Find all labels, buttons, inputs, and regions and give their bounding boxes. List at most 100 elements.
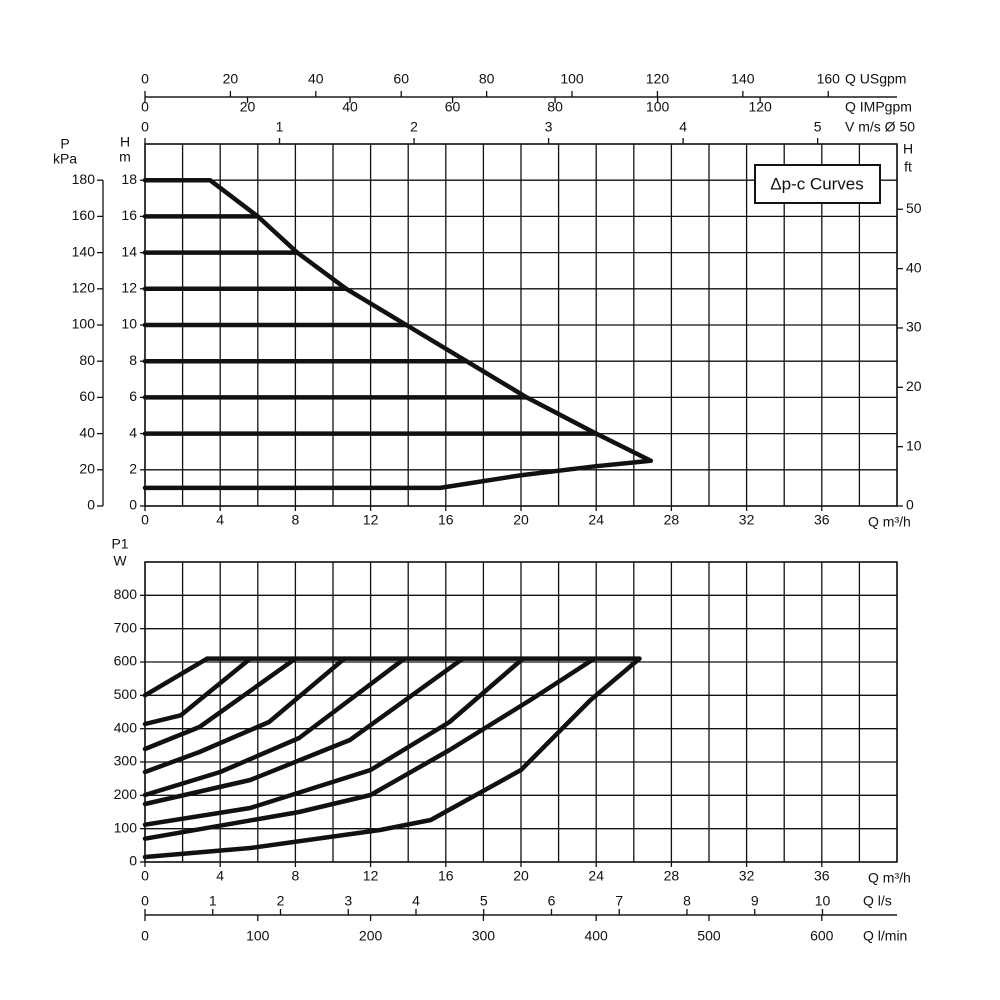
x-tick-label: 0 bbox=[141, 868, 149, 884]
x-tick-label: 16 bbox=[438, 868, 454, 884]
x-tick-label: 36 bbox=[814, 868, 830, 884]
axis-tick-label: 0 bbox=[141, 928, 149, 944]
x-axis-label: Q m³/h bbox=[868, 870, 911, 886]
axis-tick-label: 100 bbox=[560, 71, 584, 87]
y-tick-label: 4 bbox=[129, 424, 137, 440]
y-tick-label: 0 bbox=[129, 497, 137, 513]
axis-tick-label: 120 bbox=[646, 71, 670, 87]
axis-label: Q IMPgpm bbox=[845, 99, 912, 115]
axis-tick-label: 10 bbox=[906, 437, 922, 453]
axis-tick-label: 160 bbox=[817, 71, 841, 87]
x-tick-label: 0 bbox=[141, 512, 149, 528]
axis-tick-label: 60 bbox=[393, 71, 409, 87]
axis-tick-label: 20 bbox=[240, 99, 256, 115]
axis-tick-label: 5 bbox=[480, 893, 488, 909]
x-tick-label: 20 bbox=[513, 868, 529, 884]
y-axis-label: P1 bbox=[111, 536, 128, 552]
axis-label: ft bbox=[904, 159, 912, 175]
axis-tick-label: 160 bbox=[72, 207, 96, 223]
axis-tick-label: 200 bbox=[359, 928, 383, 944]
y-tick-label: 14 bbox=[121, 243, 137, 259]
x-tick-label: 32 bbox=[739, 868, 755, 884]
axis-label: Q l/s bbox=[863, 893, 892, 909]
axis-tick-label: 3 bbox=[344, 893, 352, 909]
axis-tick-label: 0 bbox=[87, 497, 95, 513]
axis-tick-label: 140 bbox=[731, 71, 755, 87]
y-tick-label: 12 bbox=[121, 280, 137, 296]
axis-tick-label: 9 bbox=[751, 893, 759, 909]
axis-tick-label: 20 bbox=[906, 378, 922, 394]
axis-tick-label: 100 bbox=[72, 316, 96, 332]
axis-tick-label: 500 bbox=[697, 928, 721, 944]
curve bbox=[142, 458, 653, 491]
axis-label: V m/s Ø 50 bbox=[845, 119, 915, 135]
axis-tick-label: 5 bbox=[814, 119, 822, 135]
y-tick-label: 18 bbox=[121, 171, 137, 187]
y-tick-label: 800 bbox=[114, 586, 138, 602]
axis-label: Q l/min bbox=[863, 928, 907, 944]
axis-tick-label: 60 bbox=[445, 99, 461, 115]
axis-tick-label: 180 bbox=[72, 171, 96, 187]
x-tick-label: 4 bbox=[216, 868, 224, 884]
axis-tick-label: 3 bbox=[545, 119, 553, 135]
axis-tick-label: 80 bbox=[79, 352, 95, 368]
x-tick-label: 4 bbox=[216, 512, 224, 528]
curve bbox=[142, 656, 465, 807]
x-tick-label: 20 bbox=[513, 512, 529, 528]
curve bbox=[142, 656, 253, 727]
annotation-box bbox=[754, 164, 881, 204]
curve bbox=[142, 656, 210, 698]
axis-tick-label: 80 bbox=[479, 71, 495, 87]
axis-tick-label: 40 bbox=[906, 259, 922, 275]
x-tick-label: 12 bbox=[363, 512, 379, 528]
y-tick-label: 500 bbox=[114, 686, 138, 702]
x-tick-label: 16 bbox=[438, 512, 454, 528]
x-tick-label: 32 bbox=[739, 512, 755, 528]
axis-tick-label: 40 bbox=[79, 424, 95, 440]
x-tick-label: 12 bbox=[363, 868, 379, 884]
axis-tick-label: 600 bbox=[810, 928, 834, 944]
x-tick-label: 28 bbox=[664, 868, 680, 884]
axis-tick-label: 80 bbox=[547, 99, 563, 115]
axis-tick-label: 0 bbox=[141, 99, 149, 115]
annotation: Δp-c Curves bbox=[770, 174, 864, 193]
curve bbox=[207, 177, 653, 463]
axis-tick-label: 60 bbox=[79, 388, 95, 404]
curve bbox=[142, 656, 526, 827]
curve bbox=[142, 656, 642, 860]
axis-tick-label: 50 bbox=[906, 200, 922, 216]
x-tick-label: 8 bbox=[292, 512, 300, 528]
y-tick-label: 700 bbox=[114, 619, 138, 635]
y-tick-label: 300 bbox=[114, 753, 138, 769]
axis-tick-label: 0 bbox=[141, 119, 149, 135]
axis-tick-label: 4 bbox=[412, 893, 420, 909]
axis-tick-label: 4 bbox=[679, 119, 687, 135]
axis-tick-label: 100 bbox=[646, 99, 670, 115]
axis-label: Q USgpm bbox=[845, 71, 906, 87]
y-axis-label: m bbox=[119, 149, 131, 165]
axis-tick-label: 1 bbox=[209, 893, 217, 909]
axis-tick-label: 2 bbox=[410, 119, 418, 135]
axis-tick-label: 20 bbox=[79, 461, 95, 477]
axis-tick-label: 400 bbox=[584, 928, 608, 944]
y-tick-label: 0 bbox=[129, 853, 137, 869]
axis-tick-label: 20 bbox=[223, 71, 239, 87]
x-tick-label: 24 bbox=[588, 512, 604, 528]
y-axis-label: H bbox=[120, 134, 130, 150]
axis-tick-label: 140 bbox=[72, 243, 96, 259]
axis-tick-label: 0 bbox=[906, 497, 914, 513]
y-tick-label: 100 bbox=[114, 819, 138, 835]
x-tick-label: 8 bbox=[292, 868, 300, 884]
axis-tick-label: 120 bbox=[72, 280, 96, 296]
y-tick-label: 400 bbox=[114, 719, 138, 735]
curve bbox=[142, 656, 597, 841]
axis-tick-label: 120 bbox=[748, 99, 772, 115]
curve bbox=[142, 656, 298, 752]
y-tick-label: 200 bbox=[114, 786, 138, 802]
axis-label: H bbox=[903, 141, 913, 157]
axis-tick-label: 2 bbox=[277, 893, 285, 909]
y-tick-label: 10 bbox=[121, 316, 137, 332]
y-tick-label: 8 bbox=[129, 352, 137, 368]
